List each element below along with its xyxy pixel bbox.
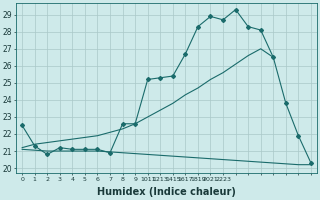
X-axis label: Humidex (Indice chaleur): Humidex (Indice chaleur) — [97, 187, 236, 197]
